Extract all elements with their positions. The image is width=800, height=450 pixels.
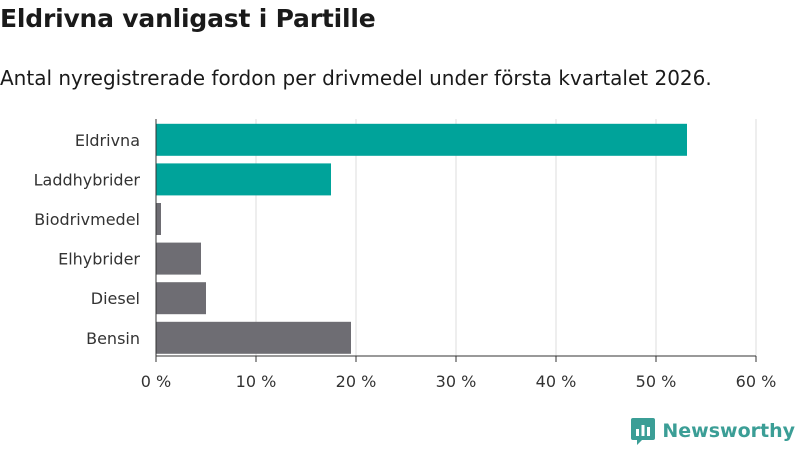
bar-laddhybrider (156, 163, 331, 196)
bar-eldrivna (156, 123, 687, 156)
x-tick-label: 60 % (736, 372, 777, 391)
x-tick-label: 20 % (336, 372, 377, 391)
x-tick-label: 10 % (236, 372, 277, 391)
chart-title: Eldrivna vanligast i Partille (0, 4, 376, 33)
category-label: Laddhybrider (34, 170, 141, 189)
category-labels: Eldrivna Laddhybrider Biodrivmedel Elhybrid… (34, 131, 141, 348)
category-label: Eldrivna (75, 131, 140, 150)
bar-elhybrider (156, 242, 201, 275)
category-label: Biodrivmedel (34, 210, 140, 229)
newsworthy-logo-icon (631, 418, 656, 445)
x-tick-label: 0 % (141, 372, 171, 391)
newsworthy-logo: Newsworthy (630, 416, 795, 446)
category-label: Diesel (91, 289, 140, 308)
bar-diesel (156, 282, 206, 315)
chart-subtitle: Antal nyregistrerade fordon per drivmede… (0, 66, 712, 90)
x-tick-label: 40 % (536, 372, 577, 391)
category-label: Bensin (86, 329, 140, 348)
bars (156, 123, 687, 354)
bar-biodrivmedel (156, 203, 161, 235)
x-tick-label: 50 % (636, 372, 677, 391)
grid-lines (255, 119, 757, 356)
bar-bensin (156, 321, 351, 354)
x-tick-label: 30 % (436, 372, 477, 391)
newsworthy-logo-text: Newsworthy (662, 420, 795, 442)
category-label: Elhybrider (58, 250, 140, 269)
x-axis: 0 % 10 % 20 % 30 % 40 % 50 % 60 % (141, 119, 777, 391)
